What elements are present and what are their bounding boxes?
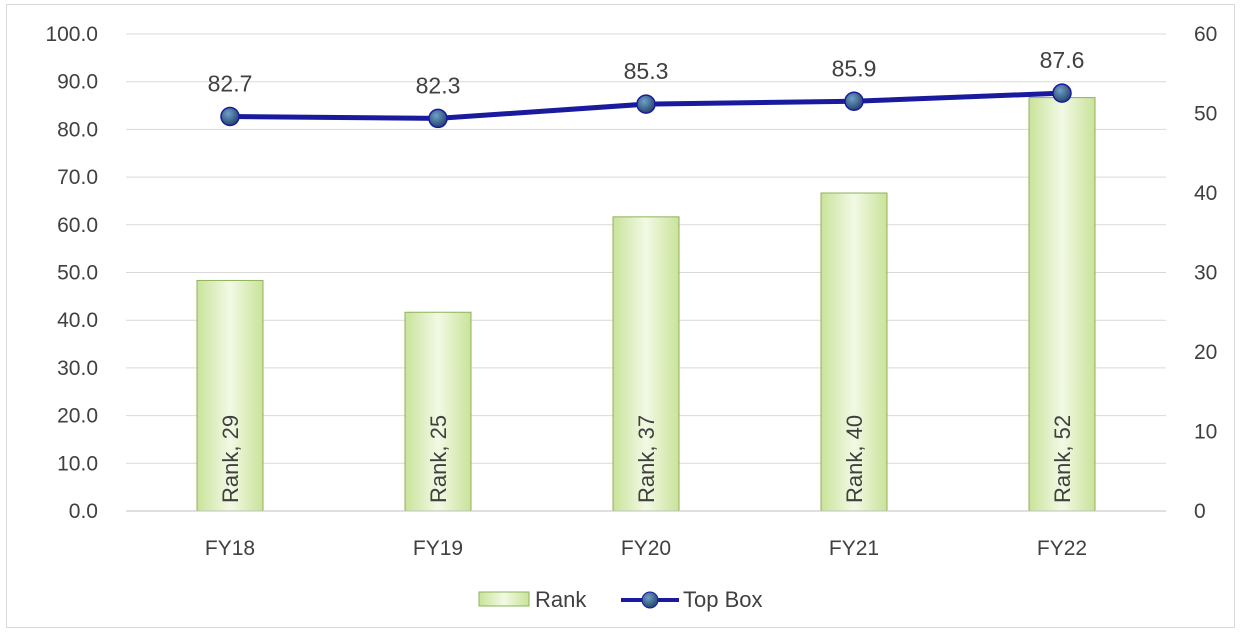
y-axis-right-tick-label: 30 (1194, 262, 1217, 285)
x-axis-tick-label: FY22 (1037, 537, 1087, 560)
top-box-marker (220, 106, 240, 127)
y-axis-right-tick-label: 40 (1194, 182, 1217, 205)
y-axis-right-tick-label: 60 (1194, 23, 1217, 46)
legend-marker-top-box (641, 591, 659, 609)
rank-bar (820, 192, 888, 512)
y-axis-left-tick-label: 100.0 (45, 23, 98, 46)
rank-bar-data-label: Rank, 29 (218, 415, 243, 503)
rank-bar-data-label: Rank, 52 (1050, 415, 1075, 503)
y-axis-left-tick-label: 60.0 (57, 214, 98, 237)
rank-bars: Rank, 29 Rank, 25 Rank, 37 Rank, 40 Rank, 52 (196, 97, 1096, 512)
y-axis-left-tick-label: 70.0 (57, 166, 98, 189)
legend-swatch-rank (478, 591, 530, 607)
legend: Rank Top Box (478, 587, 763, 612)
x-axis-tick-label: FY20 (621, 537, 671, 560)
axes: 0.0 10.0 20.0 30.0 40.0 50.0 60.0 70.0 80.0 90.0 1… (45, 23, 1217, 560)
top-box-data-label: 85.3 (624, 58, 669, 84)
y-axis-right-tick-label: 20 (1194, 341, 1217, 364)
rank-bar-data-label: Rank, 37 (634, 415, 659, 503)
combo-chart: Rank, 29 Rank, 25 Rank, 37 Rank, 40 Rank, 52… (45, 23, 1217, 612)
chart-frame: Rank, 29 Rank, 25 Rank, 37 Rank, 40 Rank, 52… (6, 4, 1235, 628)
y-axis-left-tick-label: 20.0 (57, 405, 98, 428)
x-axis-tick-label: FY19 (413, 537, 463, 560)
y-axis-left-tick-label: 10.0 (57, 452, 98, 475)
y-axis-right-tick-label: 0 (1194, 500, 1206, 523)
top-box-marker (1052, 83, 1072, 103)
rank-bar (1028, 97, 1096, 512)
legend-label-top-box: Top Box (683, 587, 763, 612)
top-box-data-label: 87.6 (1040, 47, 1085, 73)
top-box-data-label: 82.3 (416, 72, 461, 98)
top-box-marker (428, 108, 448, 129)
top-box-marker (844, 91, 864, 112)
rank-bar (612, 216, 680, 512)
y-axis-left-tick-label: 30.0 (57, 357, 98, 380)
y-axis-right-tick-label: 10 (1194, 421, 1217, 444)
top-box-data-label: 85.9 (832, 55, 877, 81)
rank-bar (404, 311, 472, 512)
rank-bar-data-label: Rank, 40 (842, 415, 867, 503)
legend-label-rank: Rank (535, 587, 587, 612)
y-axis-left-tick-label: 40.0 (57, 309, 98, 332)
top-box-line: 82.7 82.3 85.3 85.9 87.6 (208, 47, 1085, 129)
rank-bar (196, 279, 264, 512)
y-axis-left-tick-label: 50.0 (57, 262, 98, 285)
x-axis-tick-label: FY21 (829, 537, 879, 560)
y-axis-left-tick-label: 0.0 (69, 500, 98, 523)
top-box-marker (636, 94, 656, 114)
x-axis-tick-label: FY18 (205, 537, 255, 560)
y-axis-right-tick-label: 50 (1194, 103, 1217, 126)
rank-bar-data-label: Rank, 25 (426, 415, 451, 503)
y-axis-left-tick-label: 90.0 (57, 71, 98, 94)
y-axis-left-tick-label: 80.0 (57, 118, 98, 141)
top-box-data-label: 82.7 (208, 71, 253, 97)
